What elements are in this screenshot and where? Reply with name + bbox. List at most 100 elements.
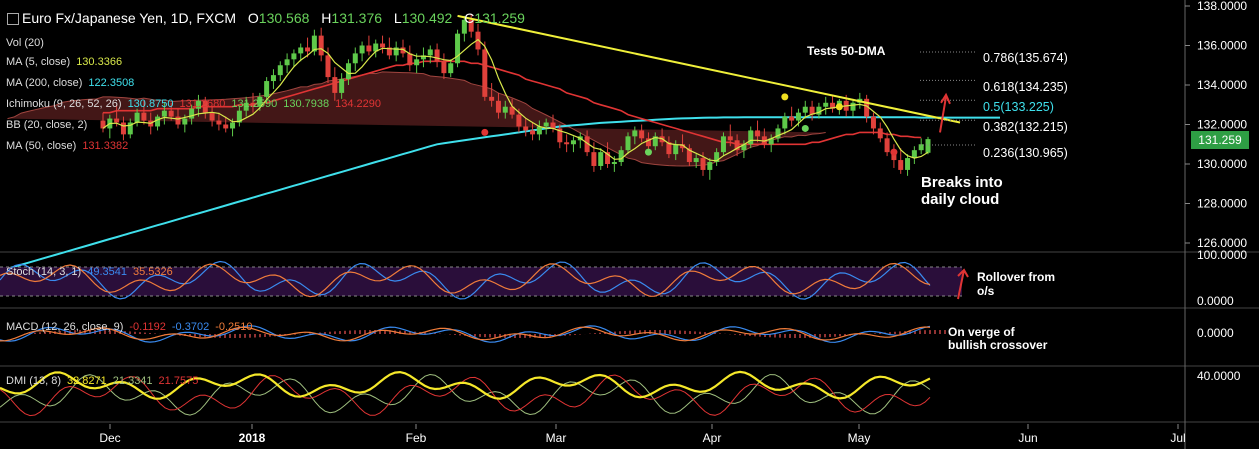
candle-body xyxy=(202,100,208,113)
signal-dot xyxy=(890,148,898,156)
candle-body xyxy=(366,45,372,52)
up-arrow-stoch xyxy=(957,268,969,300)
signal-dot xyxy=(481,128,489,136)
annotation-rollover: Rollover from o/s xyxy=(977,270,1056,298)
candle-body xyxy=(707,162,713,170)
candle-body xyxy=(727,136,733,141)
legend-vol[interactable]: Vol (20) xyxy=(6,37,44,49)
candle-body xyxy=(441,61,447,74)
candle-body xyxy=(877,128,883,139)
candle-body xyxy=(714,152,720,163)
candle-body xyxy=(489,96,495,101)
candle-body xyxy=(618,150,624,163)
candle-body xyxy=(468,19,474,32)
candle-body xyxy=(298,47,304,54)
candle-body xyxy=(898,160,904,170)
signal-dot xyxy=(781,93,789,101)
candle-body xyxy=(291,53,297,60)
candle-body xyxy=(345,63,351,80)
fib-label-0618: 0.618(134.235) xyxy=(983,80,1068,94)
close-value: 131.259 xyxy=(474,10,525,26)
candle-body xyxy=(502,106,508,113)
stoch-d-line xyxy=(0,262,931,298)
candle-body xyxy=(448,63,454,74)
candle-body xyxy=(761,136,767,145)
candle-body xyxy=(598,152,604,166)
fib-label-05: 0.5(133.225) xyxy=(983,100,1054,114)
legend-ma5[interactable]: MA (5, close) 130.3366 xyxy=(6,56,123,68)
candle-body xyxy=(823,102,829,107)
ma50-line xyxy=(103,60,922,146)
dmi-plus-line xyxy=(0,373,931,416)
candle-body xyxy=(352,53,358,64)
legend-ma50[interactable]: MA (50, close) 131.3382 xyxy=(6,140,129,152)
dmi-tick-label: 40.0000 xyxy=(1197,369,1241,383)
legend-ichimoku[interactable]: Ichimoku (9, 26, 52, 26) 130.8750 131.2680… xyxy=(6,98,382,110)
stoch-tick-label: 100.0000 xyxy=(1197,248,1247,262)
candle-body xyxy=(209,112,215,121)
annotation-breaks-cloud: Breaks into daily cloud xyxy=(921,174,1003,208)
candle-body xyxy=(611,162,617,164)
candle-body xyxy=(884,138,890,153)
legend-ma200[interactable]: MA (200, close) 122.3508 xyxy=(6,77,135,89)
candle-body xyxy=(114,118,120,123)
legend-macd[interactable]: MACD (12, 26, close, 9) -0.1192 -0.3702 -0.… xyxy=(6,321,253,333)
candle-body xyxy=(570,140,576,145)
candle-body xyxy=(680,144,686,149)
legend-stoch[interactable]: Stoch (14, 3, 1) 49.3541 35.5326 xyxy=(6,266,173,278)
chart-header: Euro Fx/Japanese Yen, 1D, FXCM O130.568 … xyxy=(22,10,525,26)
candle-body xyxy=(175,116,181,125)
candle-body xyxy=(768,138,774,145)
menu-icon[interactable] xyxy=(7,13,19,25)
legend-bb[interactable]: BB (20, close, 2) xyxy=(6,119,88,131)
x-tick-label: 2018 xyxy=(239,431,266,445)
candle-body xyxy=(850,102,856,111)
candle-body xyxy=(134,112,140,123)
y-tick-label: 138.0000 xyxy=(1197,0,1247,13)
x-tick-label: Mar xyxy=(546,431,567,445)
y-tick-label: 132.0000 xyxy=(1197,118,1247,132)
x-tick-label: Feb xyxy=(406,431,427,445)
high-value: 131.376 xyxy=(331,10,383,26)
candle-body xyxy=(455,33,461,64)
candle-body xyxy=(911,150,917,159)
candle-body xyxy=(230,122,236,129)
candle-body xyxy=(816,106,822,115)
candle-body xyxy=(584,136,590,153)
macd-signal-line xyxy=(0,326,931,342)
candle-body xyxy=(543,122,549,127)
candle-body xyxy=(420,55,426,60)
candle-body xyxy=(748,130,754,145)
candle-body xyxy=(557,128,563,143)
stoch-tick-label: 0.0000 xyxy=(1197,294,1234,308)
candle-body xyxy=(270,75,276,82)
candle-body xyxy=(243,102,249,111)
candle-body xyxy=(891,152,897,161)
candle-body xyxy=(277,65,283,76)
signal-dot xyxy=(644,148,652,156)
signal-dot xyxy=(835,103,843,111)
fib-label-0236: 0.236(130.965) xyxy=(983,146,1068,160)
candle-body xyxy=(482,49,488,97)
candle-body xyxy=(782,116,788,129)
candle-body xyxy=(120,122,126,135)
candle-body xyxy=(925,139,931,153)
candle-body xyxy=(264,81,270,97)
macd-line xyxy=(0,325,931,343)
candle-body xyxy=(414,59,420,66)
candle-body xyxy=(789,116,795,121)
candle-body xyxy=(755,130,761,137)
candle-body xyxy=(550,122,556,129)
low-value: 130.492 xyxy=(401,10,453,26)
candle-body xyxy=(161,110,167,117)
candle-body xyxy=(864,98,870,117)
candle-body xyxy=(475,31,481,50)
candle-body xyxy=(673,144,679,155)
candle-body xyxy=(100,120,106,129)
ma5-line xyxy=(102,38,929,162)
candle-body xyxy=(461,19,467,34)
candle-body xyxy=(564,142,570,145)
macd-tick-label: 0.0000 xyxy=(1197,326,1234,340)
legend-dmi[interactable]: DMI (13, 8) 32.8271 21.3341 21.7575 xyxy=(6,375,199,387)
candle-body xyxy=(284,59,290,66)
